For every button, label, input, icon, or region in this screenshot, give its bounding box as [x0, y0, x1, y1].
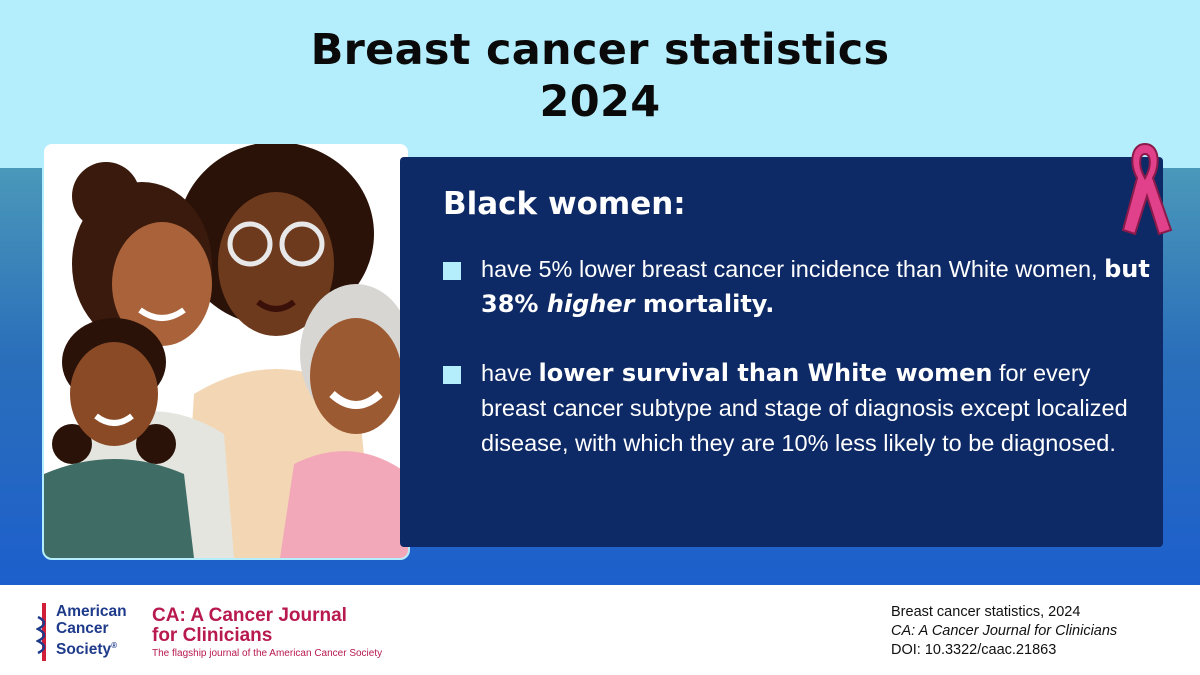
citation: Breast cancer statistics, 2024 CA: A Can… — [891, 603, 1117, 660]
page-title: Breast cancer statistics 2024 — [0, 24, 1200, 128]
acs-caduceus-icon — [36, 603, 46, 661]
acs-word-2: Cancer — [56, 620, 109, 637]
title-line-1: Breast cancer statistics — [310, 25, 890, 75]
women-illustration — [42, 142, 410, 560]
acs-word-3-line: Society® — [56, 637, 127, 658]
acs-word-1: American — [56, 603, 127, 620]
title-line-2: 2024 — [539, 77, 661, 127]
bullet-1-text: have 5% lower breast cancer incidence th… — [481, 256, 1105, 282]
citation-doi: DOI: 10.3322/caac.21863 — [891, 642, 1057, 658]
bullet-1-emphasis: higher — [546, 290, 635, 318]
bullet-text-1: have 5% lower breast cancer incidence th… — [481, 252, 1161, 322]
bullet-2-text: have — [481, 360, 539, 386]
bullet-2-bold: lower survival than White women — [538, 359, 993, 387]
bullet-text-2: have lower survival than White women for… — [481, 356, 1161, 461]
citation-title: Breast cancer statistics, 2024 — [891, 604, 1081, 620]
acs-registered-mark: ® — [111, 641, 118, 650]
journal-title: CA: A Cancer Journal for Clinicians — [152, 606, 347, 646]
acs-word-3: Society — [56, 641, 112, 659]
women-illustration-art — [44, 144, 408, 558]
journal-title-line-1: CA: A Cancer Journal — [152, 605, 347, 626]
bullet-square-2 — [443, 366, 461, 384]
footer — [0, 585, 1200, 675]
bullet-square-1 — [443, 262, 461, 280]
journal-title-line-2: for Clinicians — [152, 625, 273, 646]
citation-journal: CA: A Cancer Journal for Clinicians — [891, 623, 1118, 639]
info-panel — [400, 157, 1163, 547]
bullet-1-bold-end: mortality. — [634, 290, 775, 318]
pink-ribbon-icon — [1121, 142, 1173, 236]
top-band — [0, 0, 1200, 168]
acs-logo-text: American Cancer Society® — [56, 603, 127, 658]
journal-tagline: The flagship journal of the American Can… — [152, 648, 383, 659]
bullet-1-bold: but 38% — [481, 255, 1150, 318]
panel-heading: Black women: — [443, 186, 686, 222]
bullet-2-text-end: for every breast cancer subtype and stag… — [481, 360, 1128, 456]
